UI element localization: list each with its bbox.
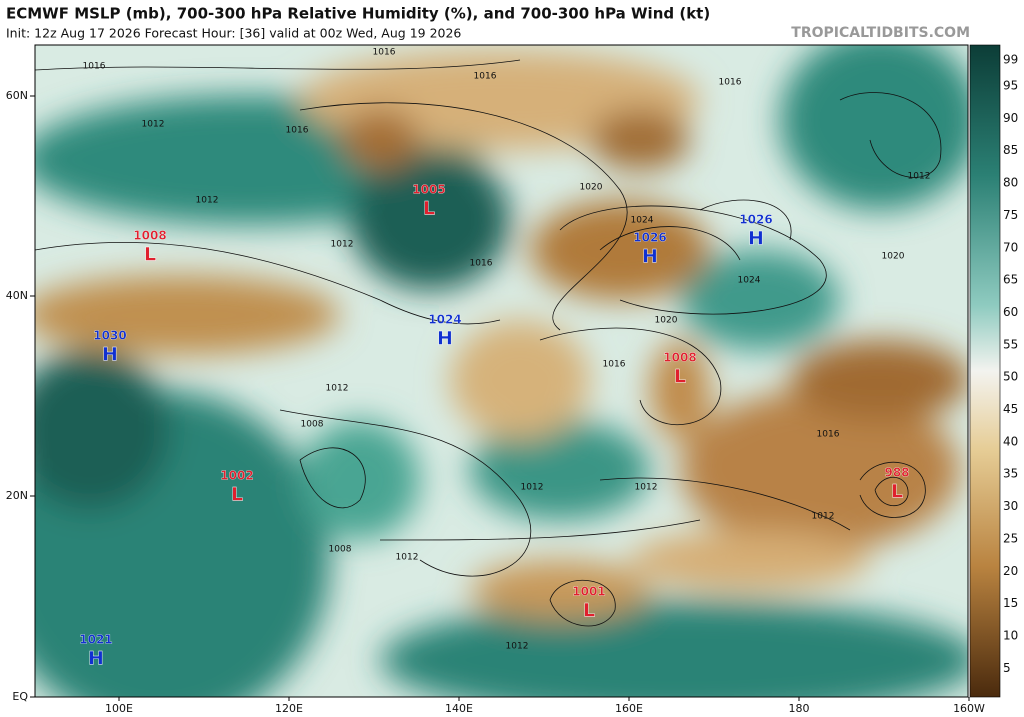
center-pressure: 1024 <box>428 313 461 327</box>
center-symbol: H <box>437 328 453 350</box>
colorbar-tick-label: 30 <box>1003 499 1018 513</box>
colorbar-tick-label: 50 <box>1003 370 1018 384</box>
center-pressure: 1002 <box>220 469 253 483</box>
colorbar-tick-label: 5 <box>1003 661 1011 675</box>
center-symbol: L <box>891 481 903 503</box>
center-pressure: 1008 <box>133 229 166 243</box>
lon-label: 160W <box>953 702 985 715</box>
lon-label: 160E <box>615 702 643 715</box>
lon-label: 140E <box>445 702 473 715</box>
center-pressure: 1026 <box>739 213 772 227</box>
isobar-label: 1008 <box>301 420 324 430</box>
center-pressure: 1021 <box>79 633 112 647</box>
center-symbol: H <box>102 344 118 366</box>
isobar-label: 1012 <box>521 483 544 493</box>
center-pressure: 1005 <box>412 183 445 197</box>
lat-label: EQ <box>12 690 28 703</box>
isobar-label: 1024 <box>738 276 761 286</box>
colorbar-tick-label: 10 <box>1003 628 1018 642</box>
isobar-label: 1016 <box>373 48 396 58</box>
isobar-label: 1012 <box>326 384 349 394</box>
isobar-label: 1016 <box>719 78 742 88</box>
colorbar <box>969 44 1001 698</box>
colorbar-tick-label: 45 <box>1003 402 1018 416</box>
isobar-label: 1012 <box>908 172 931 182</box>
colorbar-tick-label: 55 <box>1003 337 1018 351</box>
isobar-label: 1016 <box>83 62 106 72</box>
colorbar-tick-label: 40 <box>1003 434 1018 448</box>
center-symbol: L <box>144 244 156 266</box>
center-pressure: 1030 <box>93 329 126 343</box>
center-pressure: 988 <box>884 466 909 480</box>
isobar-label: 1020 <box>655 316 678 326</box>
colorbar-tick-label: 15 <box>1003 596 1018 610</box>
isobar-label: 1008 <box>329 545 352 555</box>
colorbar-tick-label: 70 <box>1003 240 1018 254</box>
lon-label: 100E <box>105 702 133 715</box>
isobar-label: 1020 <box>580 183 603 193</box>
center-symbol: L <box>423 198 435 220</box>
isobar-label: 1012 <box>196 196 219 206</box>
colorbar-tick-label: 60 <box>1003 305 1018 319</box>
center-symbol: H <box>88 648 104 670</box>
isobars <box>35 59 942 627</box>
isobar-label: 1016 <box>474 72 497 82</box>
isobar-label: 1012 <box>396 553 419 563</box>
colorbar-tick-label: 25 <box>1003 531 1018 545</box>
center-symbol: L <box>674 366 686 388</box>
isobar-label: 1012 <box>635 483 658 493</box>
center-pressure: 1008 <box>663 351 696 365</box>
isobar-label: 1012 <box>506 642 529 652</box>
lon-label: 120E <box>275 702 303 715</box>
center-symbol: H <box>748 228 764 250</box>
center-pressure: 1026 <box>633 231 666 245</box>
map-frame <box>34 44 969 698</box>
isobar-label: 1012 <box>142 120 165 130</box>
colorbar-tick-label: 99 <box>1003 53 1018 67</box>
isobar-label: 1016 <box>470 259 493 269</box>
colorbar-tick-label: 95 <box>1003 79 1018 93</box>
colorbar-tick-label: 90 <box>1003 111 1018 125</box>
subtitle: Init: 12z Aug 17 2026 Forecast Hour: [36… <box>6 26 461 41</box>
colorbar-tick-label: 75 <box>1003 208 1018 222</box>
center-symbol: L <box>583 600 595 622</box>
colorbar-tick-label: 80 <box>1003 176 1018 190</box>
isobar-label: 1016 <box>603 360 626 370</box>
lon-label: 180 <box>789 702 810 715</box>
rh-field <box>35 45 968 697</box>
center-pressure: 1001 <box>572 585 605 599</box>
isobar-label: 1016 <box>817 430 840 440</box>
center-symbol: L <box>231 484 243 506</box>
isobar-label: 1012 <box>331 240 354 250</box>
isobar-label: 1020 <box>882 252 905 262</box>
isobar-label: 1016 <box>286 126 309 136</box>
lat-label: 40N <box>6 289 28 302</box>
labels: 60N 40N 20N EQ 100E 120E 140E 160E 180 160W 99 95 90… <box>6 48 1019 716</box>
isobar-label: 1012 <box>812 512 835 522</box>
lat-label: 20N <box>6 489 28 502</box>
watermark: TROPICALTIDBITS.COM <box>791 25 970 41</box>
colorbar-tick-label: 65 <box>1003 273 1018 287</box>
colorbar-tick-label: 85 <box>1003 143 1018 157</box>
title: ECMWF MSLP (mb), 700-300 hPa Relative Hu… <box>6 5 710 23</box>
lat-label: 60N <box>6 89 28 102</box>
center-symbol: H <box>642 246 658 268</box>
colorbar-tick-label: 20 <box>1003 564 1018 578</box>
colorbar-tick-label: 35 <box>1003 467 1018 481</box>
isobar-label: 1024 <box>631 216 654 226</box>
